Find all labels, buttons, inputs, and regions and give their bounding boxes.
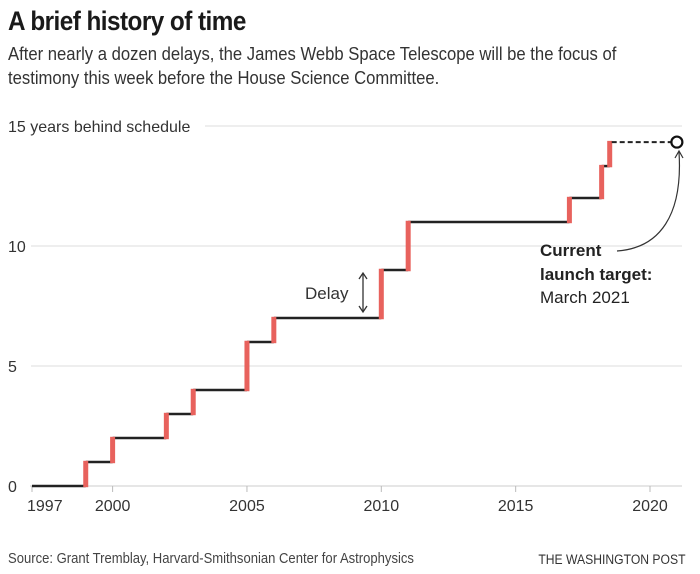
x-axis: 1997 2000 2005 2010 2015 2020 [27,485,682,515]
x-tick-label: 2020 [632,498,668,515]
x-tick-label: 2010 [364,498,400,515]
x-tick-label: 2000 [95,498,131,515]
launch-target-marker [670,135,684,149]
publisher-credit: THE WASHINGTON POST [538,552,686,567]
delay-arrow-icon [358,271,368,314]
chart-title: A brief history of time [8,6,246,36]
grid-lines [31,125,682,367]
step-series [32,135,684,488]
y-tick-label: 0 [8,479,17,496]
target-label-line2: launch target: [540,265,652,284]
y-tick-label: 5 [8,359,17,376]
x-tick-label: 2005 [229,498,265,515]
target-label-line3: March 2021 [540,288,630,307]
target-label-line1: Current [540,241,602,260]
annotations: Delay Current launch target: March 2021 [305,149,684,314]
chart-subtitle: After nearly a dozen delays, the James W… [8,43,617,88]
source-note: Source: Grant Tremblay, Harvard-Smithson… [8,551,414,567]
x-tick-label: 2015 [498,498,534,515]
x-tick-label: 1997 [27,498,63,515]
delay-label: Delay [305,284,349,303]
target-arrow-icon [616,149,684,252]
y-tick-label: 10 [8,239,26,256]
y-tick-label: 15 years behind schedule [8,119,190,136]
y-axis-labels: 0 5 10 15 years behind schedule [8,119,190,496]
